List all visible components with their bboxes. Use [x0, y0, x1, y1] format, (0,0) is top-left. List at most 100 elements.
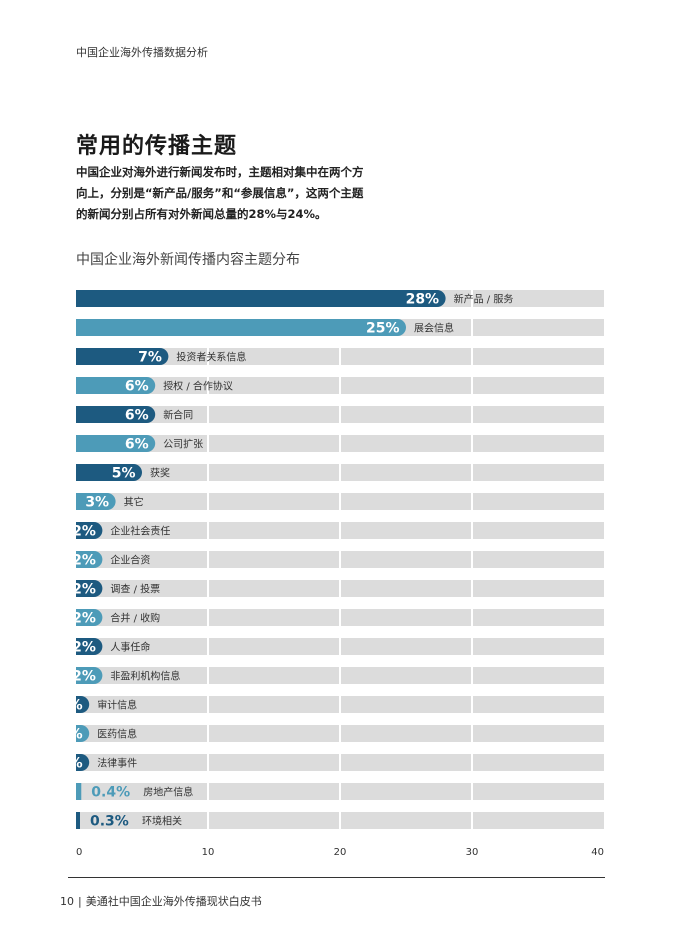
- gridline: [207, 493, 209, 510]
- gridline: [471, 667, 473, 684]
- bar: [76, 377, 156, 394]
- gridline: [207, 754, 209, 771]
- section-title: 常用的传播主题: [76, 134, 238, 159]
- gridline: [471, 493, 473, 510]
- gridline: [471, 754, 473, 771]
- category-label: 法律事件: [97, 757, 137, 770]
- gridline: [207, 812, 209, 829]
- value-label: 0.3%: [90, 814, 129, 830]
- category-label: 调查 / 投票: [110, 583, 160, 596]
- gridline: [207, 464, 209, 481]
- category-label: 企业社会责任: [110, 525, 170, 538]
- gridline: [471, 638, 473, 655]
- value-label: 1%: [59, 727, 83, 743]
- bar: [76, 348, 169, 365]
- intro-paragraph: 中国企业对海外进行新闻发布时，主题相对集中在两个方向上，分别是“新产品/服务”和…: [76, 165, 364, 221]
- gridline: [471, 406, 473, 423]
- value-label: 1%: [59, 698, 83, 714]
- x-tick-label: 20: [334, 847, 347, 858]
- gridline: [207, 406, 209, 423]
- category-label: 合并 / 收购: [110, 612, 160, 625]
- bar: [76, 725, 90, 742]
- category-label: 非盈利机构信息: [110, 670, 180, 683]
- bar: [76, 522, 103, 539]
- value-label: 0.4%: [91, 785, 130, 801]
- footer: 10 | 美通社中国企业海外传播现状白皮书: [60, 893, 262, 909]
- chart-title: 中国企业海外新闻传播内容主题分布: [76, 252, 300, 268]
- bar: [76, 696, 90, 713]
- value-label: 6%: [125, 437, 149, 453]
- category-label: 公司扩张: [163, 438, 203, 451]
- gridline: [339, 667, 341, 684]
- gridline: [471, 348, 473, 365]
- gridline: [339, 783, 341, 800]
- bar: [76, 609, 103, 626]
- bar: [76, 638, 103, 655]
- gridline: [471, 435, 473, 452]
- value-label: 2%: [72, 669, 96, 685]
- footer-separator: |: [78, 895, 82, 908]
- x-tick-label: 0: [76, 847, 82, 858]
- bar: [76, 667, 103, 684]
- gridline: [471, 609, 473, 626]
- gridline: [339, 377, 341, 394]
- gridline: [471, 319, 473, 336]
- gridline: [339, 348, 341, 365]
- category-label: 审计信息: [97, 699, 137, 712]
- gridline: [339, 609, 341, 626]
- gridline: [471, 464, 473, 481]
- gridline: [339, 580, 341, 597]
- bar: [76, 493, 116, 510]
- category-label: 医药信息: [97, 728, 137, 741]
- category-label: 新合同: [163, 409, 193, 422]
- bar-chart: 28% 新产品 / 服务 25% 展会信息 7% 投资者关系信息 6% 授权 / 合作协议 6%…: [59, 290, 604, 858]
- gridline: [339, 812, 341, 829]
- gridline: [471, 551, 473, 568]
- category-label: 企业合资: [110, 554, 150, 567]
- x-tick-label: 10: [202, 847, 215, 858]
- gridline: [207, 377, 209, 394]
- bar: [76, 551, 103, 568]
- gridline: [339, 725, 341, 742]
- gridline: [339, 551, 341, 568]
- value-label: 7%: [138, 350, 162, 366]
- category-label: 新产品 / 服务: [454, 293, 514, 306]
- value-label: 6%: [125, 379, 149, 395]
- gridline: [339, 696, 341, 713]
- gridline: [339, 464, 341, 481]
- bar: [76, 580, 103, 597]
- gridline: [207, 638, 209, 655]
- bar: [76, 435, 156, 452]
- value-label: 2%: [72, 524, 96, 540]
- value-label: 2%: [72, 582, 96, 598]
- gridline: [207, 580, 209, 597]
- x-tick-label: 30: [466, 847, 479, 858]
- bar: [76, 783, 82, 800]
- bar: [76, 812, 80, 829]
- gridline: [207, 551, 209, 568]
- gridline: [207, 696, 209, 713]
- gridline: [339, 435, 341, 452]
- value-label: 28%: [406, 292, 440, 308]
- value-label: 2%: [72, 611, 96, 627]
- footer-rule: [68, 877, 605, 878]
- category-label: 展会信息: [414, 322, 454, 335]
- category-label: 人事任命: [110, 641, 150, 654]
- category-label: 授权 / 合作协议: [163, 380, 233, 393]
- value-label: 5%: [112, 466, 136, 482]
- value-label: 3%: [85, 495, 109, 511]
- category-label: 房地产信息: [143, 786, 193, 799]
- bar: [76, 290, 446, 307]
- gridline: [339, 638, 341, 655]
- gridline: [207, 725, 209, 742]
- category-label: 环境相关: [142, 815, 182, 828]
- gridline: [339, 493, 341, 510]
- value-label: 2%: [72, 553, 96, 569]
- gridline: [471, 696, 473, 713]
- bar: [76, 754, 90, 771]
- gridline: [207, 435, 209, 452]
- bar: [76, 406, 156, 423]
- gridline: [207, 783, 209, 800]
- value-label: 1%: [59, 756, 83, 772]
- gridline: [207, 667, 209, 684]
